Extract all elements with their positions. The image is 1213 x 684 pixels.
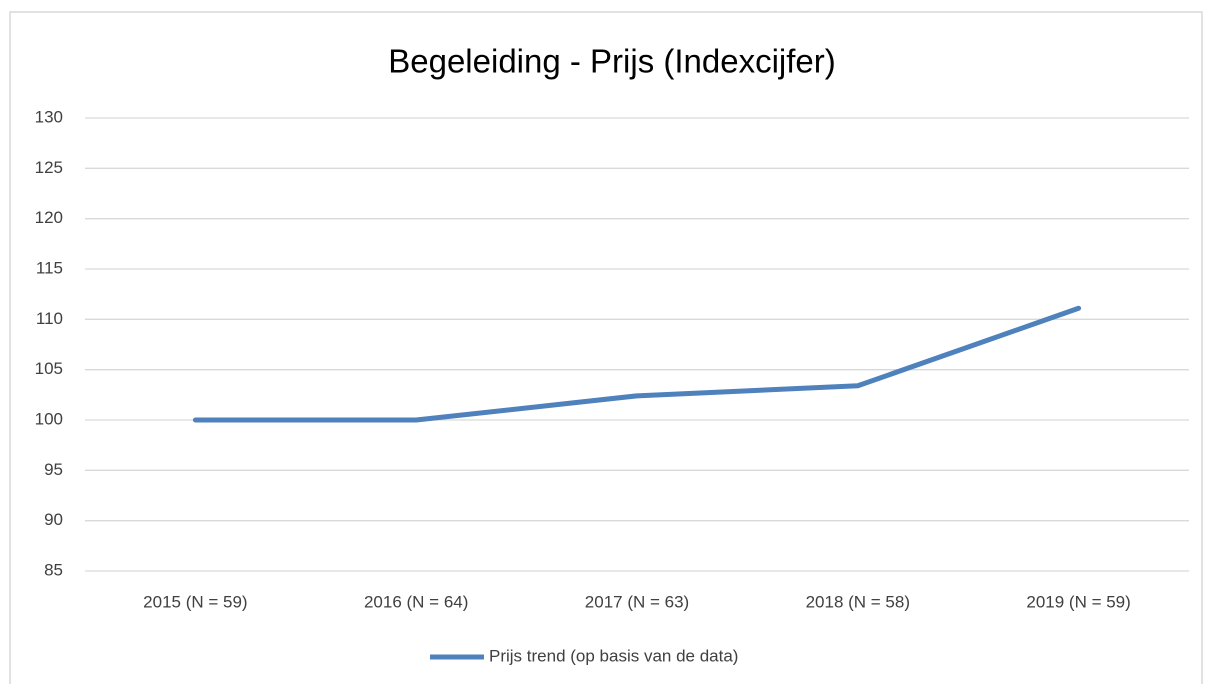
data-line bbox=[192, 305, 1082, 423]
chart-border bbox=[9, 11, 1203, 684]
x-tick-label: 2017 (N = 63) bbox=[585, 592, 689, 611]
x-tick-label: 2018 (N = 58) bbox=[806, 592, 910, 611]
x-tick-label: 2015 (N = 59) bbox=[143, 592, 247, 611]
x-tick-label: 2019 (N = 59) bbox=[1026, 592, 1130, 611]
legend-label: Prijs trend (op basis van de data) bbox=[489, 646, 738, 665]
y-tick-label: 125 bbox=[35, 158, 63, 177]
y-tick-label: 95 bbox=[44, 460, 63, 479]
x-tick-label: 2016 (N = 64) bbox=[364, 592, 468, 611]
y-tick-label: 120 bbox=[35, 208, 63, 227]
y-tick-label: 105 bbox=[35, 359, 63, 378]
y-tick-label: 115 bbox=[36, 258, 63, 277]
y-tick-label: 85 bbox=[44, 560, 63, 579]
y-tick-label: 100 bbox=[35, 409, 63, 428]
y-tick-label: 130 bbox=[35, 107, 63, 126]
y-tick-label: 90 bbox=[44, 510, 63, 529]
chart-title: Begeleiding - Prijs (Indexcijfer) bbox=[388, 43, 836, 80]
y-tick-label: 110 bbox=[36, 309, 63, 328]
